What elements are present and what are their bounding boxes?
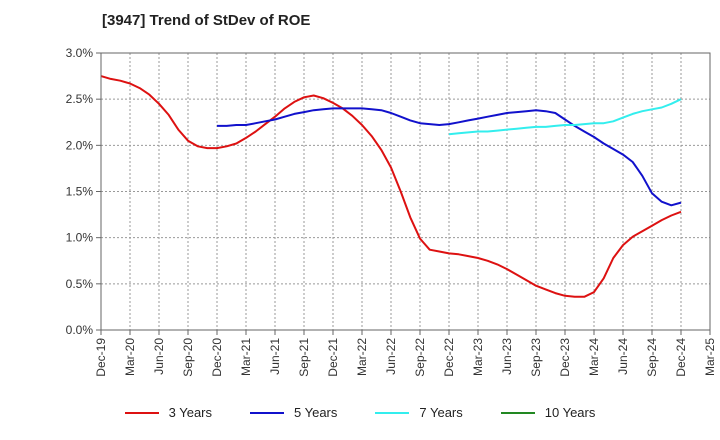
legend-item-7-years: 7 Years: [375, 405, 463, 420]
grid-lines: [101, 52, 711, 330]
y-tick-label: 1.5%: [66, 185, 94, 199]
x-tick-label: Mar-24: [587, 338, 601, 376]
x-tick-label: Mar-21: [239, 338, 253, 376]
y-tick-labels: 0.0% 0.5% 1.0% 1.5% 2.0% 2.5% 3.0%: [66, 46, 94, 337]
x-tick-label: Dec-20: [210, 338, 224, 377]
axes: [96, 52, 711, 335]
legend-swatch-5-years: [250, 411, 284, 414]
legend-swatch-7-years: [375, 411, 410, 414]
x-tick-label: Jun-20: [152, 338, 166, 375]
x-tick-label: Dec-24: [674, 338, 688, 377]
legend-swatch-10-years: [500, 411, 535, 414]
y-tick-label: 2.0%: [66, 138, 94, 152]
legend-label-7-years: 7 Years: [419, 405, 463, 420]
x-tick-label: Jun-23: [500, 338, 514, 375]
plot-frame: [100, 52, 711, 331]
y-tick-label: 3.0%: [66, 46, 94, 60]
x-tick-label: Mar-22: [355, 338, 369, 376]
legend-label-5-years: 5 Years: [294, 405, 338, 420]
x-tick-label: Jun-21: [268, 338, 282, 375]
series-line-3-years: [100, 75, 682, 298]
legend: 3 Years 5 Years 7 Years 10 Years: [0, 405, 720, 420]
x-tick-label: Sep-20: [181, 338, 195, 377]
legend-item-5-years: 5 Years: [250, 405, 337, 420]
x-tick-label: Sep-21: [297, 338, 311, 377]
x-tick-label: Mar-20: [123, 338, 137, 376]
legend-item-10-years: 10 Years: [500, 405, 596, 420]
series-line-7-years: [448, 98, 682, 136]
x-tick-label: Jun-22: [384, 338, 398, 375]
series-lines: [100, 75, 682, 298]
x-tick-label: Dec-23: [558, 338, 572, 377]
legend-label-10-years: 10 Years: [544, 405, 596, 420]
x-tick-label: Jun-24: [616, 338, 630, 375]
x-tick-label: Dec-21: [326, 338, 340, 377]
x-tick-label: Sep-24: [645, 338, 659, 377]
legend-label-3-years: 3 Years: [168, 405, 212, 420]
y-tick-label: 2.5%: [66, 92, 94, 106]
chart-title: [3947] Trend of StDev of ROE: [102, 12, 311, 29]
y-tick-label: 0.0%: [66, 323, 94, 337]
x-tick-label: Sep-22: [413, 338, 427, 377]
x-tick-label: Dec-22: [442, 338, 456, 377]
series-line-5-years: [217, 107, 682, 207]
x-tick-label: Mar-25: [703, 338, 717, 376]
y-tick-label: 1.0%: [66, 231, 94, 245]
x-tick-label: Dec-19: [94, 338, 108, 377]
x-tick-label: Sep-23: [529, 338, 543, 377]
legend-item-3-years: 3 Years: [124, 405, 212, 420]
x-tick-label: Mar-23: [471, 338, 485, 376]
y-tick-label: 0.5%: [66, 277, 94, 291]
legend-swatch-3-years: [124, 411, 159, 414]
x-tick-labels: Dec-19 Mar-20 Jun-20 Sep-20 Dec-20 Mar-21 Jun-…: [94, 338, 717, 377]
